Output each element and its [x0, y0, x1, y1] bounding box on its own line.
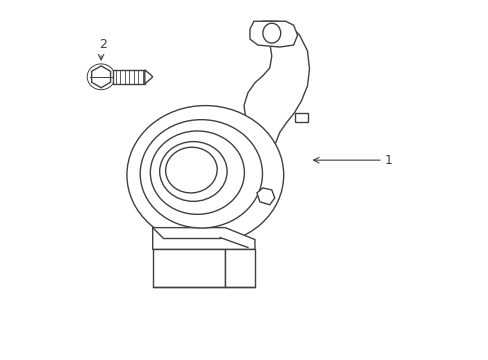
Polygon shape — [256, 188, 274, 205]
Polygon shape — [152, 228, 254, 249]
Polygon shape — [294, 113, 307, 122]
Polygon shape — [240, 21, 309, 212]
Ellipse shape — [165, 147, 217, 193]
Polygon shape — [224, 249, 254, 287]
Ellipse shape — [150, 131, 244, 214]
Ellipse shape — [127, 105, 283, 244]
Polygon shape — [152, 249, 224, 287]
Ellipse shape — [140, 120, 262, 228]
Ellipse shape — [263, 23, 280, 43]
Polygon shape — [144, 70, 152, 84]
Text: 2: 2 — [99, 38, 107, 51]
Polygon shape — [113, 70, 144, 84]
Polygon shape — [249, 21, 297, 47]
Polygon shape — [91, 66, 110, 88]
Text: 1: 1 — [384, 154, 392, 167]
Ellipse shape — [160, 141, 226, 201]
